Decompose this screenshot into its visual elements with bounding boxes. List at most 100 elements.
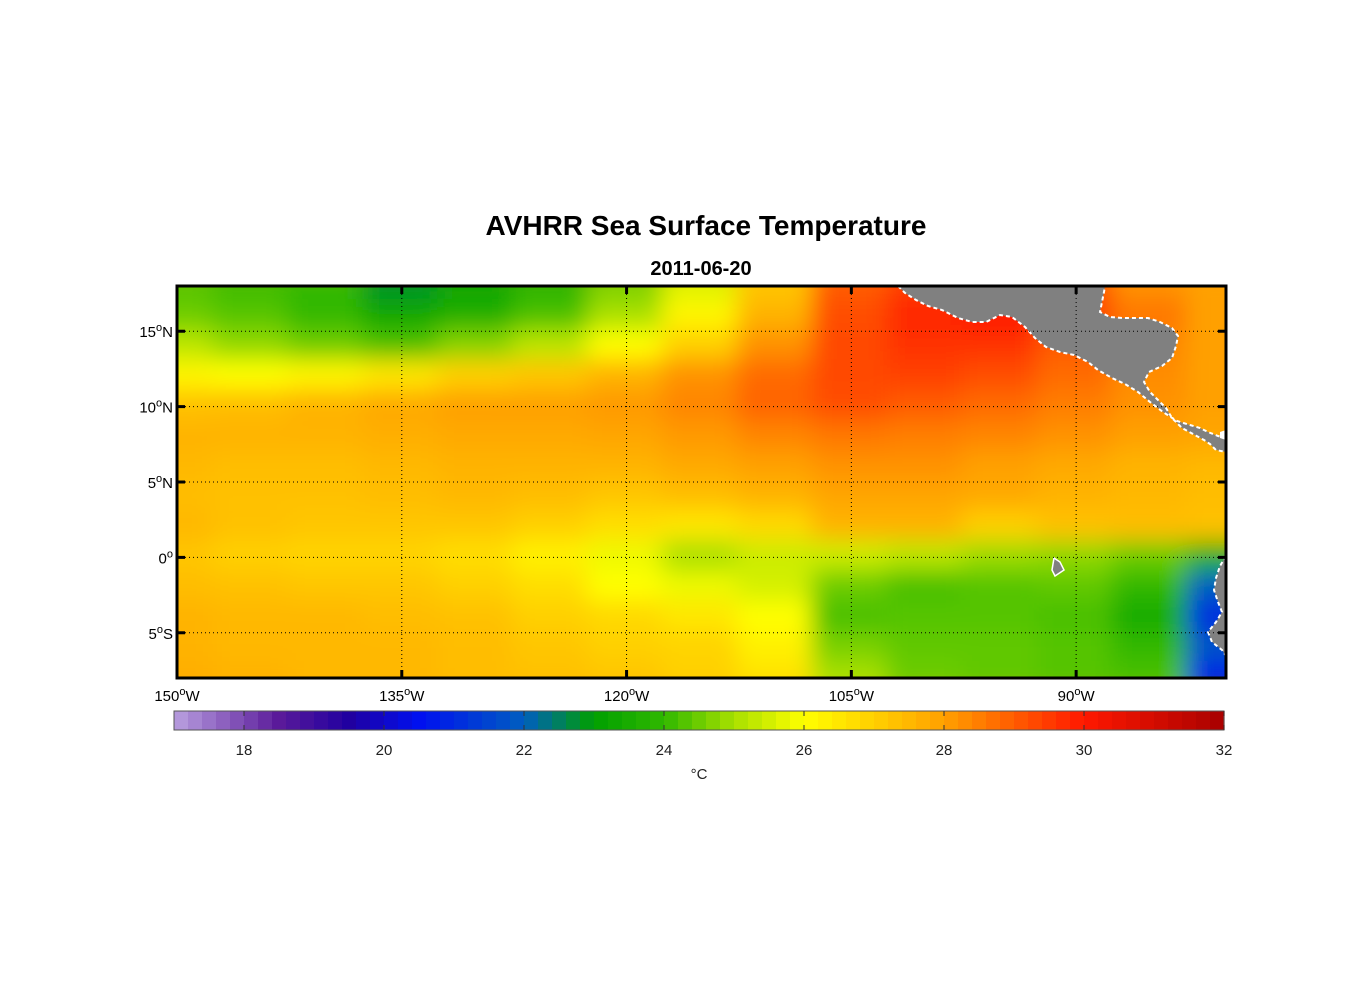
colorbar-swatch (1140, 711, 1155, 730)
sst-cell (177, 286, 217, 304)
sst-cell (362, 359, 442, 394)
chart-subtitle: 2011-06-20 (650, 258, 751, 280)
colorbar-swatch (482, 711, 497, 730)
colorbar-swatch (580, 711, 595, 730)
colorbar-swatch (412, 711, 427, 730)
sst-cell (512, 630, 592, 665)
sst-cell (587, 540, 667, 575)
sst-cell (212, 449, 292, 484)
colorbar-swatch (1210, 711, 1225, 730)
sst-cell (736, 600, 816, 635)
colorbar-swatch (818, 711, 833, 730)
sst-cell (512, 449, 592, 484)
sst-cell (662, 600, 741, 635)
lon-tick-label: 120oW (604, 686, 650, 705)
colorbar-swatch (258, 711, 273, 730)
sst-cell (961, 449, 1041, 484)
lat-tick-label: 5oS (149, 624, 173, 643)
sst-cell (736, 299, 816, 334)
sst-cell (961, 359, 1041, 394)
sst-cell (437, 449, 517, 484)
sst-cell (662, 570, 741, 605)
sst-cell (736, 630, 816, 665)
colorbar-swatch (944, 711, 959, 730)
colorbar-swatch (188, 711, 203, 730)
colorbar-swatch (748, 711, 763, 730)
sst-cell (811, 540, 891, 575)
colorbar-swatch (762, 711, 777, 730)
colorbar-swatch (356, 711, 371, 730)
sst-cell (177, 630, 217, 665)
colorbar-swatch (510, 711, 525, 730)
colorbar-swatch (790, 711, 805, 730)
colorbar-swatch (496, 711, 511, 730)
colorbar-swatch (230, 711, 245, 730)
colorbar-swatch (972, 711, 987, 730)
colorbar-tick-label: 32 (1216, 742, 1233, 759)
sst-cell (1186, 299, 1226, 334)
sst-cell (287, 540, 367, 575)
colorbar-swatch (216, 711, 231, 730)
colorbar-swatch (594, 711, 609, 730)
sst-cell (177, 480, 217, 515)
sst-cell (886, 660, 966, 678)
sst-cell (811, 570, 891, 605)
sst-cell (886, 329, 966, 364)
sst-cell (212, 630, 292, 665)
sst-cell (662, 329, 741, 364)
colorbar-swatch (342, 711, 357, 730)
sst-cell (212, 419, 292, 454)
sst-cell (587, 630, 667, 665)
sst-cell (1111, 570, 1191, 605)
sst-cell (662, 630, 741, 665)
sst-cell (287, 329, 367, 364)
sst-cell (212, 660, 292, 678)
colorbar (174, 711, 1225, 730)
sst-cell (287, 419, 367, 454)
sst-cell (437, 540, 517, 575)
sst-cell (437, 286, 517, 304)
sst-cell (961, 480, 1041, 515)
sst-cell (1186, 329, 1226, 364)
colorbar-swatch (202, 711, 217, 730)
sst-cell (287, 510, 367, 545)
colorbar-swatch (552, 711, 567, 730)
sst-cell (437, 359, 517, 394)
colorbar-tick-label: 18 (236, 742, 253, 759)
colorbar-tick-label: 24 (656, 742, 673, 759)
colorbar-label: °C (691, 766, 708, 783)
lon-tick-label: 105oW (829, 686, 875, 705)
sst-cell (512, 359, 592, 394)
lon-tick-label: 90oW (1058, 686, 1096, 705)
sst-cell (736, 570, 816, 605)
sst-cell (512, 570, 592, 605)
sst-cell (1111, 510, 1191, 545)
sst-cell (437, 570, 517, 605)
sst-cell (287, 389, 367, 424)
sst-cell (886, 600, 966, 635)
colorbar-swatch (930, 711, 945, 730)
colorbar-swatch (1070, 711, 1085, 730)
chart-title: AVHRR Sea Surface Temperature (486, 210, 927, 241)
sst-cell (287, 286, 367, 304)
colorbar-swatch (902, 711, 917, 730)
sst-cell (886, 510, 966, 545)
colorbar-tick-label: 28 (936, 742, 953, 759)
sst-cell (362, 660, 442, 678)
longitude-labels: 150oW 135oW 120oW 105oW 90oW (154, 686, 1095, 705)
sst-cell (177, 299, 217, 334)
colorbar-tick-label: 22 (516, 742, 533, 759)
colorbar-frame (173, 710, 1225, 731)
sst-cell (1186, 449, 1226, 484)
colorbar-swatch (706, 711, 721, 730)
lon-tick-label: 150oW (154, 686, 200, 705)
sst-cell (811, 600, 891, 635)
colorbar-swatch (300, 711, 315, 730)
sst-cell (811, 510, 891, 545)
lat-tick-label: 15oN (139, 322, 173, 341)
sst-cell (1186, 510, 1226, 545)
sst-cell (811, 660, 891, 678)
sst-cell (587, 480, 667, 515)
colorbar-swatch (454, 711, 469, 730)
lat-tick-label: 5oN (148, 473, 173, 492)
